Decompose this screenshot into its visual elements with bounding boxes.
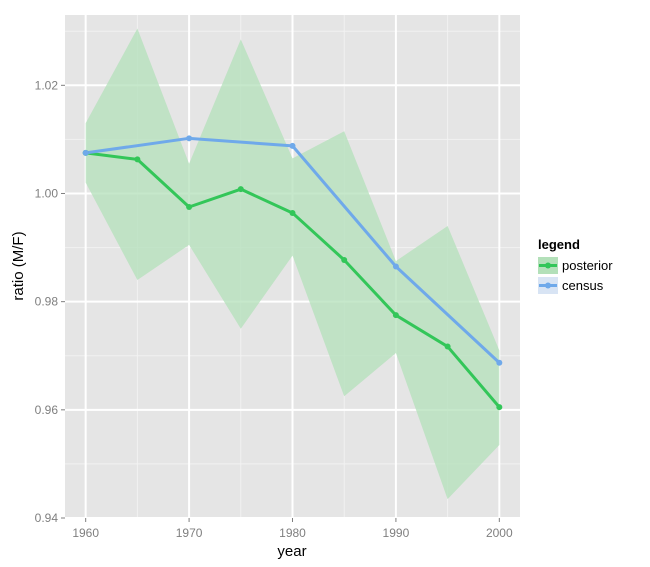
census-point bbox=[186, 135, 193, 142]
posterior-point bbox=[186, 204, 193, 211]
y-tick-label: 1.00 bbox=[35, 186, 59, 200]
x-tick-label: 2000 bbox=[486, 526, 513, 540]
posterior-point bbox=[289, 209, 296, 216]
legend-entry-posterior: posterior bbox=[538, 257, 613, 274]
x-axis-ticks: 1960 1970 1980 1990 2000 bbox=[72, 518, 513, 540]
census-point bbox=[289, 142, 296, 149]
census-point bbox=[496, 359, 503, 366]
posterior-point bbox=[341, 257, 348, 264]
posterior-point bbox=[237, 186, 244, 193]
legend-title: legend bbox=[538, 237, 580, 252]
census-point bbox=[392, 263, 399, 270]
credible-band-layer bbox=[85, 28, 500, 500]
x-tick-label: 1970 bbox=[176, 526, 203, 540]
y-tick-label: 0.94 bbox=[35, 511, 59, 525]
legend-label-census: census bbox=[562, 278, 604, 293]
y-axis-ticks: 0.94 0.96 0.98 1.00 1.02 bbox=[35, 78, 65, 525]
y-tick-label: 0.96 bbox=[35, 403, 59, 417]
series-points-layer bbox=[82, 135, 503, 411]
x-tick-label: 1980 bbox=[279, 526, 306, 540]
legend-key-posterior-point bbox=[545, 262, 551, 269]
y-tick-label: 1.02 bbox=[35, 78, 59, 92]
posterior-point bbox=[496, 404, 503, 411]
x-tick-label: 1960 bbox=[72, 526, 99, 540]
posterior-point bbox=[134, 156, 141, 163]
x-axis-title: year bbox=[277, 543, 306, 560]
posterior-credible-band bbox=[85, 28, 500, 500]
legend: legend posterior census bbox=[538, 237, 613, 294]
legend-entry-census: census bbox=[538, 277, 604, 294]
x-tick-label: 1990 bbox=[383, 526, 410, 540]
posterior-point bbox=[392, 312, 399, 319]
census-point bbox=[82, 149, 89, 156]
y-tick-label: 0.98 bbox=[35, 295, 59, 309]
posterior-point bbox=[444, 343, 451, 350]
legend-label-posterior: posterior bbox=[562, 258, 613, 273]
y-axis-title: ratio (M/F) bbox=[10, 231, 27, 300]
legend-key-census-point bbox=[545, 282, 551, 289]
